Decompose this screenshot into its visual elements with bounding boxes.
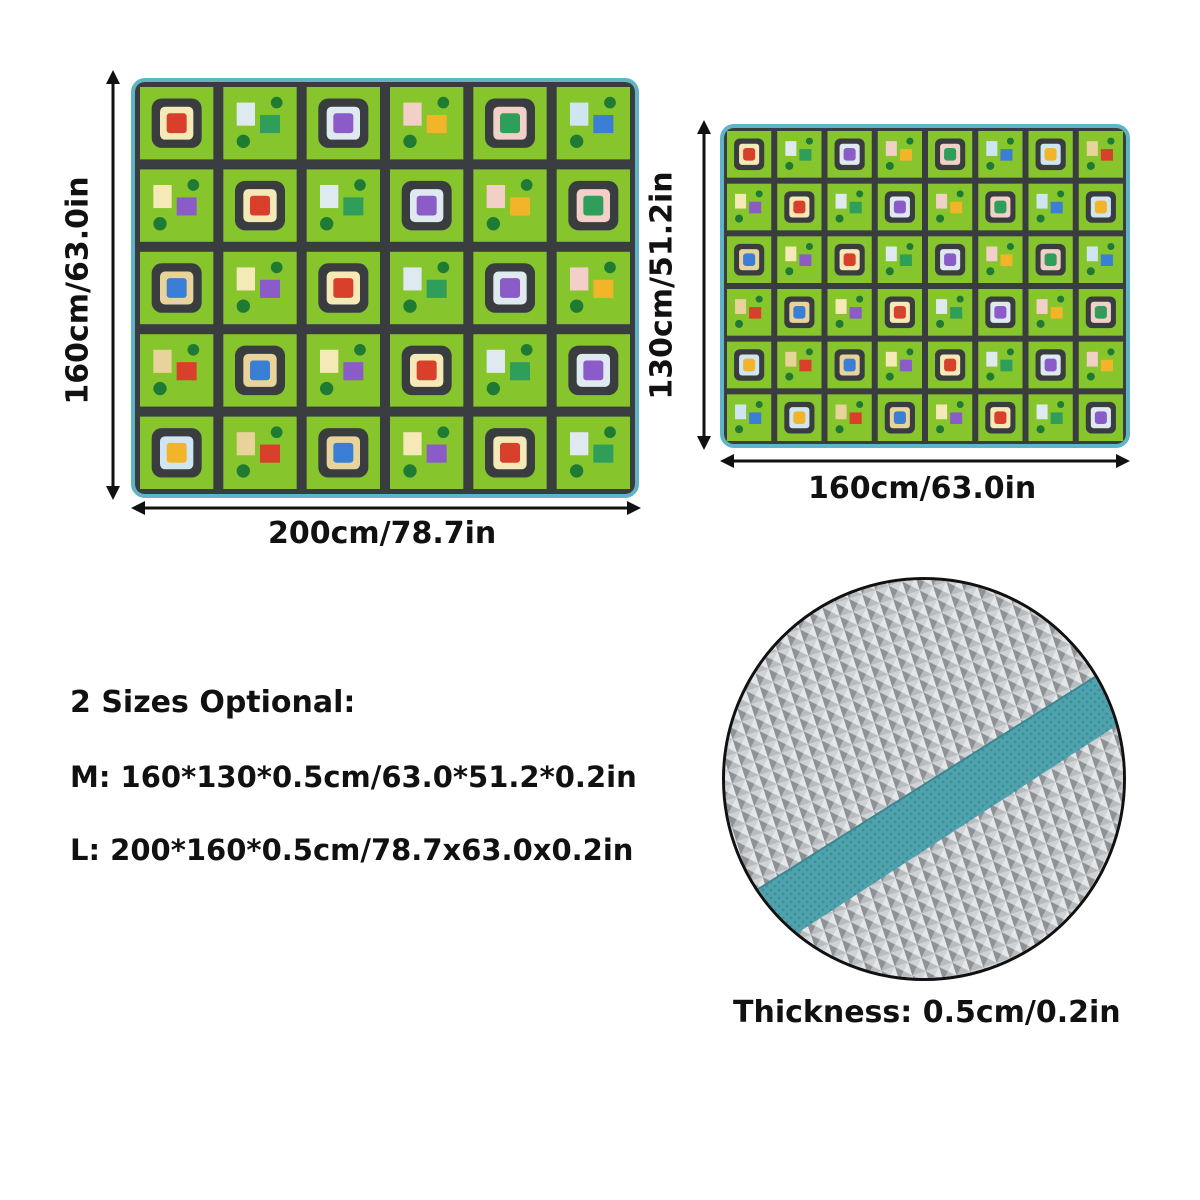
medium-width-arrow [720, 454, 1130, 468]
large-mat-road-pattern [135, 82, 635, 494]
foil-texture [725, 580, 1123, 978]
large-height-label: 160cm/63.0in [60, 176, 96, 405]
large-width-label: 200cm/78.7in [268, 516, 497, 551]
medium-height-arrow [697, 120, 711, 450]
large-width-arrow [131, 501, 641, 515]
size-m-spec: M: 160*130*0.5cm/63.0*51.2*0.2in [70, 760, 637, 794]
large-height-label-wrap: 160cm/63.0in [58, 176, 98, 404]
medium-mat-road-pattern [724, 128, 1126, 444]
medium-height-label-wrap: 130cm/51.2in [642, 171, 682, 399]
medium-play-mat-image [720, 124, 1130, 448]
thickness-label: Thickness: 0.5cm/0.2in [733, 995, 1121, 1030]
size-l-spec: L: 200*160*0.5cm/78.7x63.0x0.2in [70, 833, 634, 867]
medium-height-label: 130cm/51.2in [644, 171, 680, 400]
large-height-arrow [106, 70, 120, 500]
thickness-closeup-image [722, 577, 1126, 981]
medium-width-label: 160cm/63.0in [808, 471, 1037, 506]
sizes-heading: 2 Sizes Optional: [70, 685, 356, 720]
large-play-mat-image [131, 78, 639, 498]
